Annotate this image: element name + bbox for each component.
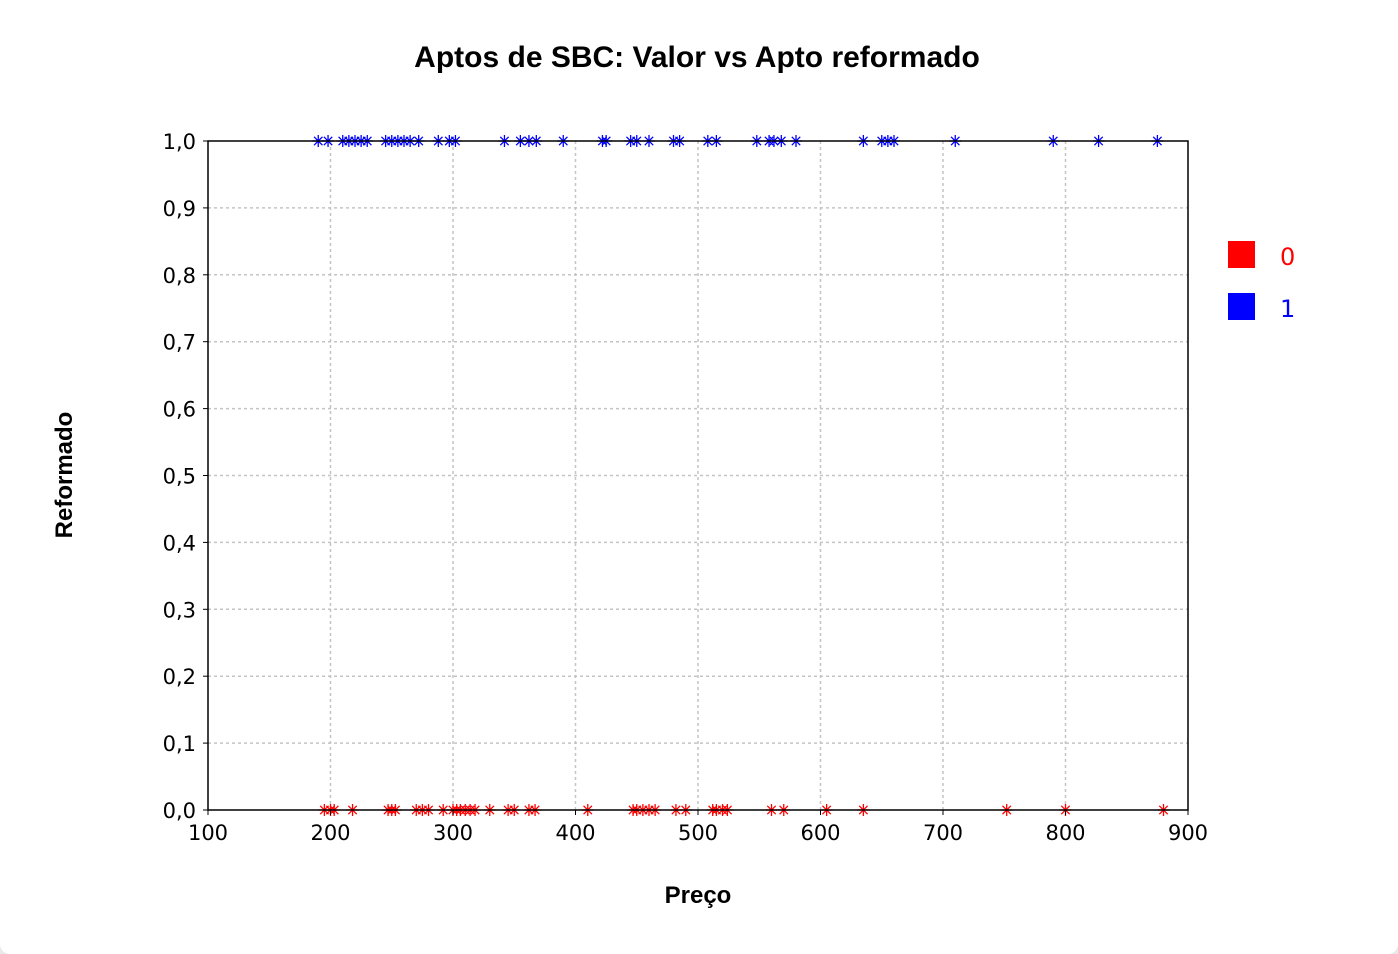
- y-tick-label: 0,4: [163, 531, 196, 555]
- y-axis-label: Reformado: [51, 412, 78, 539]
- data-points: [312, 135, 1170, 816]
- y-tick-label: 1,0: [163, 130, 196, 154]
- x-tick-label: 900: [1168, 821, 1208, 845]
- legend-swatch-1: [1228, 293, 1255, 320]
- y-axis-ticks: 0,0 0,1 0,2 0,3 0,4 0,5 0,6 0,7 0,8 0,9 1,0: [163, 130, 208, 823]
- y-tick-label: 0,6: [163, 398, 196, 422]
- x-axis-label: Preço: [665, 882, 732, 909]
- x-tick-label: 100: [188, 821, 228, 845]
- grid: [208, 141, 1188, 810]
- legend: 01: [1228, 241, 1295, 323]
- y-tick-label: 0,0: [163, 799, 196, 823]
- x-tick-label: 600: [800, 821, 840, 845]
- x-tick-label: 300: [433, 821, 473, 845]
- y-tick-label: 0,7: [163, 331, 196, 355]
- y-tick-label: 0,3: [163, 598, 196, 622]
- chart-title: Aptos de SBC: Valor vs Apto reformado: [414, 41, 980, 74]
- x-axis-ticks: 100 200 300 400 500 600 700 800 900: [188, 810, 1208, 845]
- y-tick-label: 0,8: [163, 264, 196, 288]
- legend-label-1: 1: [1280, 295, 1295, 323]
- legend-swatch-0: [1228, 241, 1255, 268]
- x-tick-label: 700: [923, 821, 963, 845]
- y-tick-label: 0,9: [163, 197, 196, 221]
- legend-label-0: 0: [1280, 243, 1295, 271]
- x-tick-label: 500: [678, 821, 718, 845]
- x-tick-label: 200: [310, 821, 350, 845]
- y-tick-label: 0,5: [163, 465, 196, 489]
- x-tick-label: 400: [555, 821, 595, 845]
- y-tick-label: 0,2: [163, 665, 196, 689]
- x-tick-label: 800: [1045, 821, 1085, 845]
- y-tick-label: 0,1: [163, 732, 196, 756]
